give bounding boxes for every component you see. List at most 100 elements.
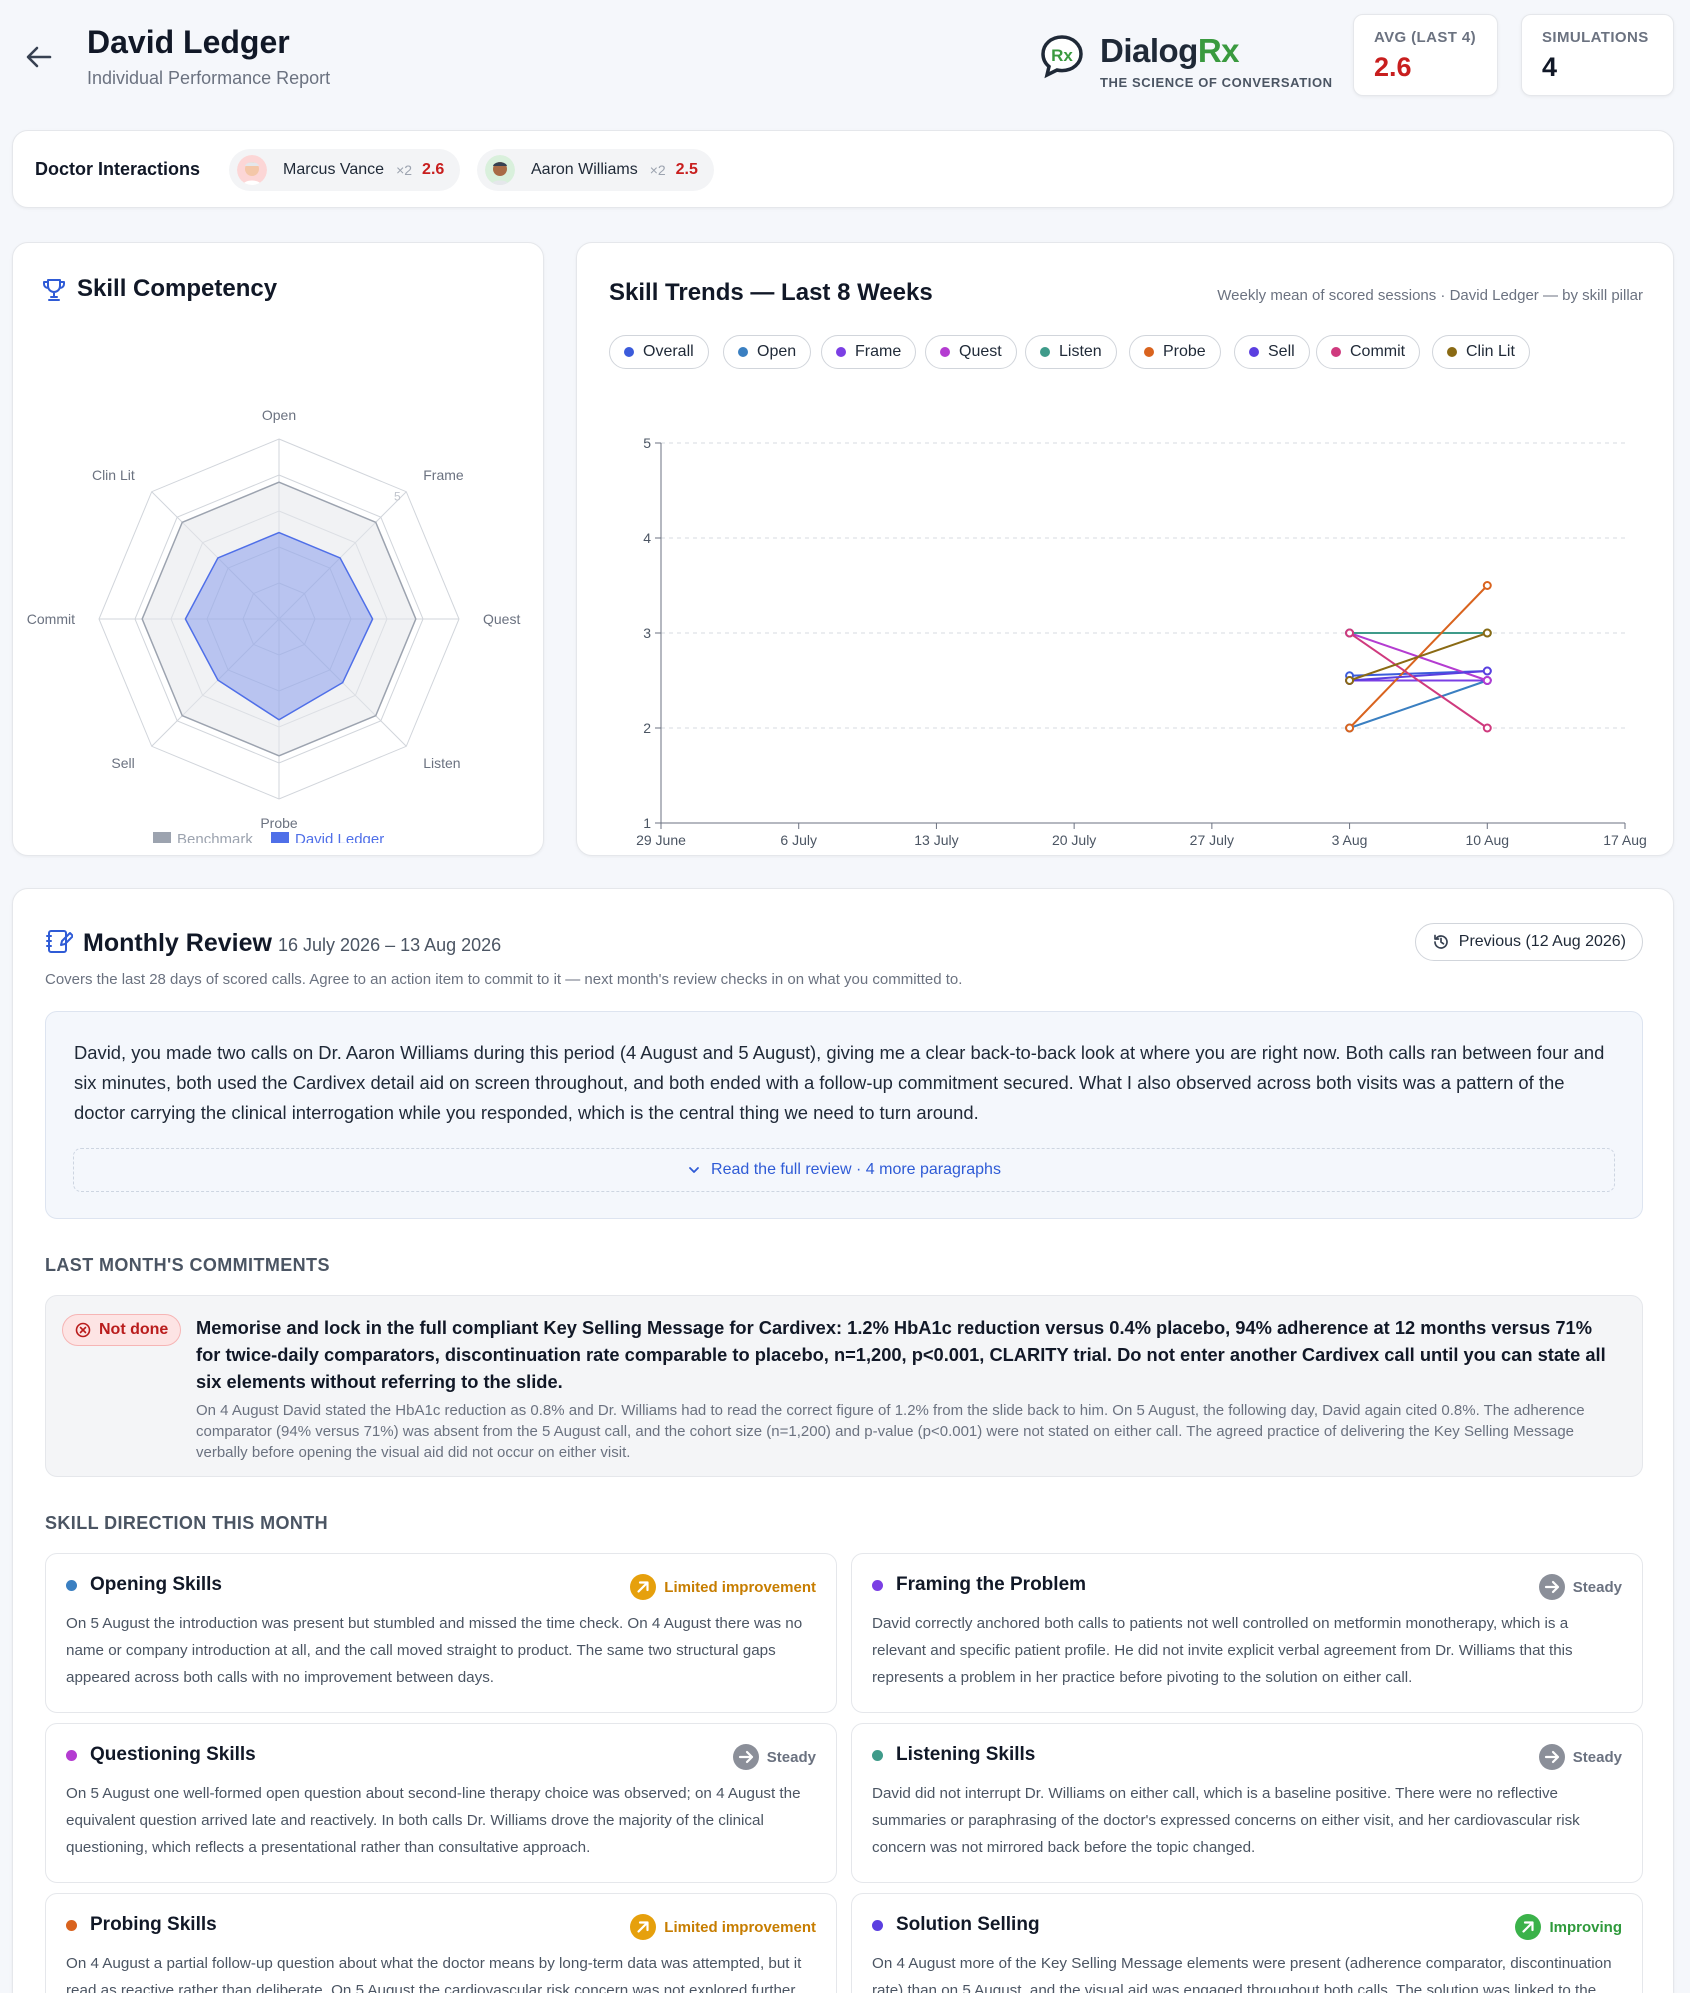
series-pill-label: Sell xyxy=(1268,343,1295,360)
skill-direction-title: Listening Skills xyxy=(896,1744,1036,1765)
radar-ring-label: 5 xyxy=(394,490,401,504)
svg-text:Rx: Rx xyxy=(1051,46,1073,65)
series-line-sell xyxy=(1349,670,1488,682)
series-pill-probe[interactable]: Probe xyxy=(1129,335,1221,369)
radar-axis-label: Sell xyxy=(111,755,134,771)
trend-badge-label: Improving xyxy=(1549,1918,1622,1936)
page-subtitle: Individual Performance Report xyxy=(87,68,331,88)
series-pill-label: Overall xyxy=(643,343,694,360)
y-tick-label: 4 xyxy=(643,530,651,546)
trend-badge-label: Steady xyxy=(766,1748,816,1766)
series-pill-clin-lit[interactable]: Clin Lit xyxy=(1432,335,1530,369)
x-tick-label: 10 Aug xyxy=(1465,832,1509,848)
radar-axis-label: Frame xyxy=(423,467,464,483)
doctor-interactions-title: Doctor Interactions xyxy=(35,159,201,179)
series-line-clin-lit xyxy=(1349,632,1488,682)
skill-direction-title: Solution Selling xyxy=(896,1914,1040,1935)
series-pill-overall[interactable]: Overall xyxy=(609,335,709,369)
series-line-open xyxy=(1349,679,1488,729)
series-pill-quest[interactable]: Quest xyxy=(925,335,1017,369)
stat-value: 4 xyxy=(1542,52,1558,82)
skill-trends-card: Skill Trends — Last 8 Weeks Weekly mean … xyxy=(576,242,1674,856)
commitment-note: On 4 August David stated the HbA1c reduc… xyxy=(196,1402,1585,1461)
doctor-avatar xyxy=(485,155,515,185)
series-pill-sell[interactable]: Sell xyxy=(1234,335,1310,369)
skill-competency-title: Skill Competency xyxy=(77,275,278,302)
series-pill-label: Open xyxy=(757,343,797,360)
skill-dot xyxy=(872,1920,883,1931)
x-tick-label: 20 July xyxy=(1052,832,1096,848)
skill-direction-title: Framing the Problem xyxy=(896,1574,1087,1595)
previous-review-button[interactable]: Previous (12 Aug 2026) xyxy=(1414,923,1643,961)
series-color-dot xyxy=(738,347,748,357)
series-color-dot xyxy=(624,347,634,357)
x-tick-label: 13 July xyxy=(914,832,958,848)
doctor-count: ×2 xyxy=(649,162,666,178)
series-pill-label: Frame xyxy=(855,343,902,360)
doctor-score: 2.6 xyxy=(422,161,445,178)
x-tick-label: 29 June xyxy=(636,832,686,848)
skill-direction-title: Questioning Skills xyxy=(90,1744,256,1765)
trend-badge-label: Steady xyxy=(1572,1578,1622,1596)
series-pill-commit[interactable]: Commit xyxy=(1316,335,1421,369)
skill-direction-text: On 5 August one well-formed open questio… xyxy=(66,1785,801,1856)
monthly-review-range: 16 July 2026 – 13 Aug 2026 xyxy=(278,935,502,955)
series-pill-open[interactable]: Open xyxy=(723,335,812,369)
series-color-dot xyxy=(1040,347,1050,357)
previous-review-label: Previous (12 Aug 2026) xyxy=(1458,933,1626,950)
back-arrow-icon[interactable] xyxy=(24,42,54,72)
series-point xyxy=(1345,723,1355,733)
trend-badge-label: Limited improvement xyxy=(664,1578,816,1596)
doctor-score: 2.5 xyxy=(675,161,698,178)
skill-trends-line-chart: 1 2 3 4 5 29 June 6 July 13 July 20 July 27 July 3… xyxy=(636,435,1647,848)
avg-last-4-stat: AVG (LAST 4) 2.6 xyxy=(1353,14,1498,96)
simulations-stat: SIMULATIONS 4 xyxy=(1521,14,1674,96)
radar-axis-label: Open xyxy=(262,407,296,423)
skill-dot xyxy=(66,1750,77,1761)
skill-direction-title: Probing Skills xyxy=(90,1914,217,1935)
page-title: David Ledger xyxy=(87,24,290,60)
x-tick-label: 3 Aug xyxy=(1332,832,1368,848)
history-icon xyxy=(1433,934,1448,949)
user-area xyxy=(184,531,374,721)
arrow-right-icon xyxy=(1538,1744,1565,1770)
doctor-chip-marcus-vance[interactable]: Marcus Vance ×2 2.6 xyxy=(229,149,461,191)
monthly-review-card: Monthly Review 16 July 2026 – 13 Aug 202… xyxy=(12,888,1674,1993)
series-point xyxy=(1345,628,1355,638)
skill-direction-card-listening-skills: Listening Skills Steady David did not inte… xyxy=(851,1723,1643,1883)
commitment-item: Not done Memorise and lock in the full c… xyxy=(45,1295,1643,1477)
series-pill-listen[interactable]: Listen xyxy=(1025,335,1117,369)
radar-axis-label: Quest xyxy=(483,611,520,627)
legend-benchmark-label: Benchmark xyxy=(177,831,253,843)
series-line-commit xyxy=(1349,632,1488,729)
y-tick-label: 2 xyxy=(643,720,651,736)
x-tick-label: 27 July xyxy=(1190,832,1234,848)
commitments-heading: LAST MONTH'S COMMITMENTS xyxy=(45,1255,330,1275)
status-badge-not-done: Not done xyxy=(62,1314,182,1346)
series-color-dot xyxy=(836,347,846,357)
series-pill-label: Probe xyxy=(1163,343,1206,360)
skill-radar-chart: 5 Open Frame Quest Listen Probe Sell Commit Clin… xyxy=(27,407,520,843)
read-full-review-button[interactable]: Read the full review · 4 more paragraphs xyxy=(73,1148,1615,1192)
skill-dot xyxy=(66,1580,77,1591)
skill-direction-heading: SKILL DIRECTION THIS MONTH xyxy=(45,1513,329,1533)
series-pill-frame[interactable]: Frame xyxy=(821,335,917,369)
skill-direction-card-probing-skills: Probing Skills Limited improvement On 4 Au… xyxy=(45,1893,837,1993)
stat-value: 2.6 xyxy=(1374,52,1412,82)
series-pill-label: Commit xyxy=(1350,343,1406,360)
notebook-edit-icon xyxy=(46,930,73,953)
skill-direction-card-framing-the-problem: Framing the Problem Steady David correctly… xyxy=(851,1553,1643,1713)
skill-dot xyxy=(872,1750,883,1761)
benchmark-area xyxy=(141,481,417,757)
dialogrx-logo: Rx DialogRx THE SCIENCE OF CONVERSATION xyxy=(1038,32,1338,92)
series-point xyxy=(1482,666,1492,676)
series-color-dot xyxy=(1249,347,1259,357)
series-color-dot xyxy=(1331,347,1341,357)
doctor-avatar xyxy=(237,155,267,185)
doctor-chip-aaron-williams[interactable]: Aaron Williams ×2 2.5 xyxy=(477,149,714,191)
series-pill-label: Clin Lit xyxy=(1466,343,1515,360)
skill-competency-card: Skill Competency 5 Open Frame Quest Listen Pr… xyxy=(12,242,544,856)
series-color-dot xyxy=(1144,347,1154,357)
y-tick-label: 1 xyxy=(643,815,651,831)
logo-speech-bubble-icon: Rx xyxy=(1041,35,1083,79)
